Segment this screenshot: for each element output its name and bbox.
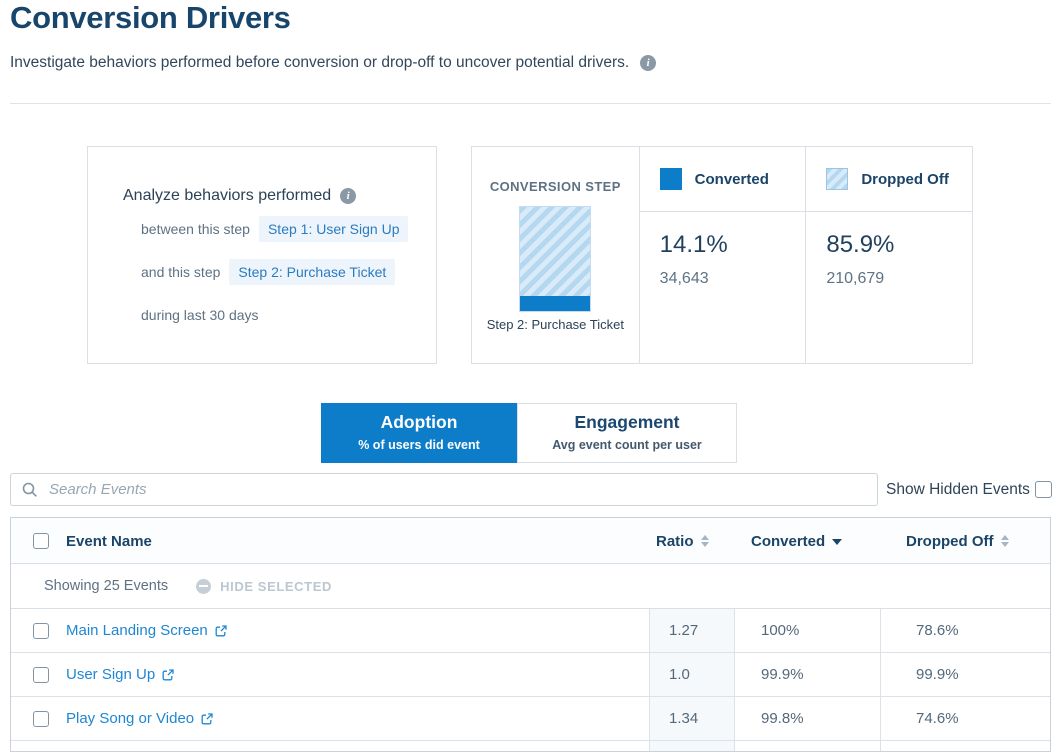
converted-legend: Converted <box>639 147 806 212</box>
between-step-row: between this step Step 1: User Sign Up <box>141 215 409 242</box>
dropped-off-count: 210,679 <box>826 270 885 287</box>
dropped-off-percent: 85.9% <box>826 231 895 258</box>
row-checkbox[interactable] <box>33 666 49 683</box>
select-all-checkbox[interactable] <box>33 533 49 549</box>
conversion-bar-chart <box>519 206 592 312</box>
tab-adoption[interactable]: Adoption % of users did event <box>321 403 517 463</box>
page-subtitle: Investigate behaviors performed before c… <box>10 54 630 71</box>
conversion-step-column: CONVERSION STEP Step 2: Purchase Ticket <box>472 147 639 363</box>
row-checkbox[interactable] <box>33 710 49 727</box>
dropped-off-cell: 99.9% <box>916 666 959 683</box>
search-input[interactable] <box>47 474 877 505</box>
header-divider <box>10 103 1051 104</box>
minus-circle-icon <box>196 578 212 594</box>
external-link-icon <box>215 624 227 636</box>
converted-cell: 99.8% <box>735 697 881 740</box>
conversion-step-panel: CONVERSION STEP Step 2: Purchase Ticket … <box>471 146 973 364</box>
between-step-label: between this step <box>141 220 250 237</box>
table-row: Main Landing Screen 1.27 100% 78.6% <box>11 609 1050 653</box>
analyze-panel-title: Analyze behaviors performed <box>123 187 357 205</box>
sort-icon <box>700 535 709 547</box>
row-checkbox[interactable] <box>33 622 49 639</box>
page-title: Conversion Drivers <box>10 0 291 35</box>
conversion-step-header: CONVERSION STEP <box>489 179 621 194</box>
step2-chip[interactable]: Step 2: Purchase Ticket <box>229 258 396 285</box>
dropped-off-column: Dropped Off 85.9% 210,679 <box>805 147 973 363</box>
analyze-behaviors-panel: Analyze behaviors performed between this… <box>87 146 437 364</box>
tab-engagement[interactable]: Engagement Avg event count per user <box>517 403 737 463</box>
and-step-label: and this step <box>141 263 221 280</box>
conversion-bar-converted-segment <box>520 296 591 311</box>
table-header-row: Event Name Ratio Converted Dropped Off <box>11 518 1050 564</box>
table-row: User Sign Up 1.0 99.9% 99.9% <box>11 653 1050 697</box>
converted-column: Converted 14.1% 34,643 <box>638 147 806 363</box>
info-icon[interactable] <box>340 188 357 204</box>
page-subtitle-row: Investigate behaviors performed before c… <box>10 54 657 72</box>
showing-count-text: Showing 25 Events <box>44 578 169 594</box>
sort-icon <box>1000 535 1009 547</box>
converted-label: Converted <box>694 170 769 188</box>
table-row: Play Song or Video 1.34 99.8% 74.6% <box>11 697 1050 741</box>
column-header-event-name: Event Name <box>66 532 152 550</box>
converted-percent: 14.1% <box>659 231 728 258</box>
dropped-off-cell: 74.6% <box>916 710 959 727</box>
ratio-cell: 1.27 <box>649 609 735 652</box>
dropped-off-legend: Dropped Off <box>806 147 973 212</box>
during-label: during last 30 days <box>141 306 259 323</box>
show-hidden-events-checkbox[interactable] <box>1035 481 1052 498</box>
event-link[interactable]: Main Landing Screen <box>66 622 227 639</box>
converted-swatch-icon <box>659 168 682 190</box>
event-link[interactable]: User Sign Up <box>66 666 174 683</box>
converted-cell: 99.9% <box>735 653 881 696</box>
dropped-off-cell: 78.6% <box>916 622 959 639</box>
dropped-off-label: Dropped Off <box>861 170 949 188</box>
during-row: during last 30 days <box>141 301 259 328</box>
hide-selected-button[interactable]: HIDE SELECTED <box>196 578 332 594</box>
converted-count: 34,643 <box>659 270 709 287</box>
show-hidden-events-label: Show Hidden Events <box>886 480 1030 498</box>
external-link-icon <box>162 668 174 680</box>
search-icon <box>22 482 37 497</box>
step1-chip[interactable]: Step 1: User Sign Up <box>258 215 409 242</box>
ratio-cell: 1.0 <box>649 653 735 696</box>
and-step-row: and this step Step 2: Purchase Ticket <box>141 258 396 285</box>
sort-desc-icon <box>832 539 843 545</box>
search-box <box>10 473 878 506</box>
external-link-icon <box>201 712 213 724</box>
table-row-partial <box>11 741 1050 751</box>
column-header-dropped-off[interactable]: Dropped Off <box>906 518 1009 564</box>
column-header-converted[interactable]: Converted <box>751 518 843 564</box>
conversion-step-label: Step 2: Purchase Ticket <box>486 317 624 332</box>
events-table: Event Name Ratio Converted Dropped Off S… <box>10 517 1051 752</box>
event-link[interactable]: Play Song or Video <box>66 710 213 727</box>
table-toolbar-row: Showing 25 Events HIDE SELECTED <box>11 564 1050 609</box>
ratio-cell: 1.34 <box>649 697 735 740</box>
info-icon[interactable] <box>640 55 657 71</box>
column-header-ratio[interactable]: Ratio <box>656 518 709 564</box>
metric-tabs: Adoption % of users did event Engagement… <box>321 403 737 463</box>
converted-cell: 100% <box>735 609 881 652</box>
dropped-off-swatch-icon <box>826 168 849 190</box>
